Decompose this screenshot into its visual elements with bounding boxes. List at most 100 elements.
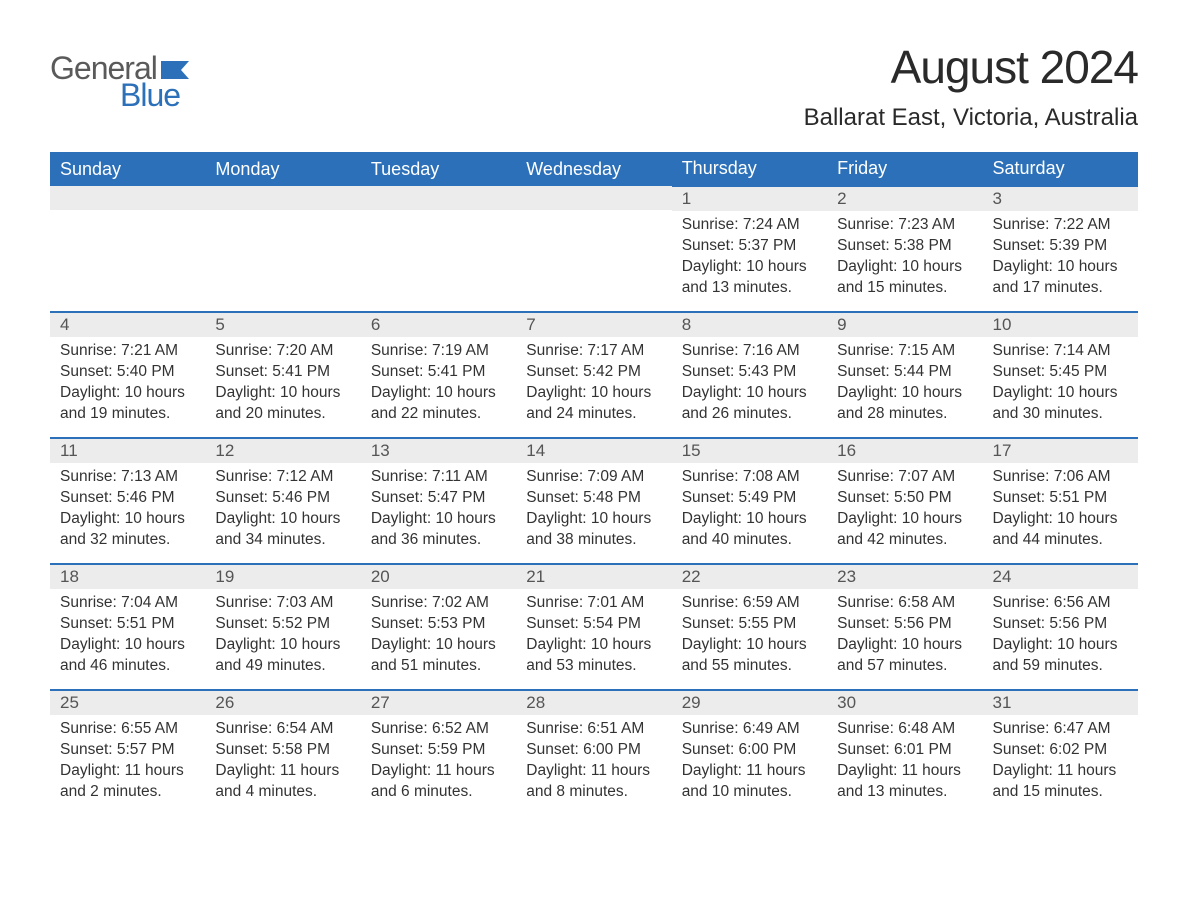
calendar-day-cell: 10Sunrise: 7:14 AMSunset: 5:45 PMDayligh… [983, 312, 1138, 438]
sunrise-text: Sunrise: 6:49 AM [682, 719, 817, 740]
sunset-text: Sunset: 6:00 PM [526, 740, 661, 761]
sunset-text: Sunset: 5:59 PM [371, 740, 506, 761]
daylight-text: Daylight: 11 hours and 6 minutes. [371, 761, 506, 803]
sunset-text: Sunset: 5:56 PM [993, 614, 1128, 635]
calendar-day-cell: 22Sunrise: 6:59 AMSunset: 5:55 PMDayligh… [672, 564, 827, 690]
weekday-header-row: SundayMondayTuesdayWednesdayThursdayFrid… [50, 152, 1138, 186]
day-number: 15 [672, 439, 827, 463]
calendar-day-cell: 18Sunrise: 7:04 AMSunset: 5:51 PMDayligh… [50, 564, 205, 690]
daylight-text: Daylight: 10 hours and 57 minutes. [837, 635, 972, 677]
calendar-day-cell: 26Sunrise: 6:54 AMSunset: 5:58 PMDayligh… [205, 690, 360, 816]
calendar-week-row: 1Sunrise: 7:24 AMSunset: 5:37 PMDaylight… [50, 186, 1138, 312]
daylight-text: Daylight: 11 hours and 8 minutes. [526, 761, 661, 803]
weekday-header: Tuesday [361, 152, 516, 186]
daylight-text: Daylight: 10 hours and 24 minutes. [526, 383, 661, 425]
calendar-day-cell: 25Sunrise: 6:55 AMSunset: 5:57 PMDayligh… [50, 690, 205, 816]
daylight-text: Daylight: 10 hours and 30 minutes. [993, 383, 1128, 425]
day-number: 27 [361, 691, 516, 715]
daylight-text: Daylight: 10 hours and 53 minutes. [526, 635, 661, 677]
day-number: 26 [205, 691, 360, 715]
sunrise-text: Sunrise: 7:23 AM [837, 215, 972, 236]
sunrise-text: Sunrise: 7:08 AM [682, 467, 817, 488]
sunrise-text: Sunrise: 6:55 AM [60, 719, 195, 740]
day-details: Sunrise: 6:51 AMSunset: 6:00 PMDaylight:… [516, 715, 671, 811]
daylight-text: Daylight: 10 hours and 20 minutes. [215, 383, 350, 425]
day-details: Sunrise: 7:04 AMSunset: 5:51 PMDaylight:… [50, 589, 205, 685]
sunrise-text: Sunrise: 7:15 AM [837, 341, 972, 362]
calendar-day-cell: 4Sunrise: 7:21 AMSunset: 5:40 PMDaylight… [50, 312, 205, 438]
calendar-day-cell: 20Sunrise: 7:02 AMSunset: 5:53 PMDayligh… [361, 564, 516, 690]
sunrise-text: Sunrise: 6:48 AM [837, 719, 972, 740]
weekday-header: Thursday [672, 152, 827, 186]
sunrise-text: Sunrise: 7:19 AM [371, 341, 506, 362]
calendar-day-cell: 30Sunrise: 6:48 AMSunset: 6:01 PMDayligh… [827, 690, 982, 816]
day-number: 29 [672, 691, 827, 715]
sunset-text: Sunset: 5:41 PM [215, 362, 350, 383]
sunset-text: Sunset: 5:52 PM [215, 614, 350, 635]
day-number: 17 [983, 439, 1138, 463]
sunrise-text: Sunrise: 7:21 AM [60, 341, 195, 362]
sunrise-text: Sunrise: 6:52 AM [371, 719, 506, 740]
brand-logo: General Blue [50, 50, 195, 114]
calendar-empty-cell [50, 186, 205, 312]
day-number: 10 [983, 313, 1138, 337]
day-details: Sunrise: 7:14 AMSunset: 5:45 PMDaylight:… [983, 337, 1138, 433]
sunrise-text: Sunrise: 6:54 AM [215, 719, 350, 740]
day-details: Sunrise: 6:58 AMSunset: 5:56 PMDaylight:… [827, 589, 982, 685]
day-details: Sunrise: 7:07 AMSunset: 5:50 PMDaylight:… [827, 463, 982, 559]
day-details: Sunrise: 7:17 AMSunset: 5:42 PMDaylight:… [516, 337, 671, 433]
day-details: Sunrise: 7:20 AMSunset: 5:41 PMDaylight:… [205, 337, 360, 433]
sunset-text: Sunset: 6:00 PM [682, 740, 817, 761]
day-number: 11 [50, 439, 205, 463]
sunrise-text: Sunrise: 7:04 AM [60, 593, 195, 614]
calendar-week-row: 25Sunrise: 6:55 AMSunset: 5:57 PMDayligh… [50, 690, 1138, 816]
sunset-text: Sunset: 5:47 PM [371, 488, 506, 509]
calendar-day-cell: 2Sunrise: 7:23 AMSunset: 5:38 PMDaylight… [827, 186, 982, 312]
day-details: Sunrise: 6:59 AMSunset: 5:55 PMDaylight:… [672, 589, 827, 685]
sunrise-text: Sunrise: 6:56 AM [993, 593, 1128, 614]
sunrise-text: Sunrise: 7:22 AM [993, 215, 1128, 236]
day-number: 13 [361, 439, 516, 463]
empty-daynum-bar [361, 186, 516, 210]
calendar-week-row: 4Sunrise: 7:21 AMSunset: 5:40 PMDaylight… [50, 312, 1138, 438]
sunset-text: Sunset: 5:38 PM [837, 236, 972, 257]
calendar-day-cell: 7Sunrise: 7:17 AMSunset: 5:42 PMDaylight… [516, 312, 671, 438]
daylight-text: Daylight: 10 hours and 34 minutes. [215, 509, 350, 551]
day-details: Sunrise: 7:19 AMSunset: 5:41 PMDaylight:… [361, 337, 516, 433]
sunset-text: Sunset: 5:56 PM [837, 614, 972, 635]
daylight-text: Daylight: 10 hours and 26 minutes. [682, 383, 817, 425]
calendar-day-cell: 9Sunrise: 7:15 AMSunset: 5:44 PMDaylight… [827, 312, 982, 438]
calendar-day-cell: 24Sunrise: 6:56 AMSunset: 5:56 PMDayligh… [983, 564, 1138, 690]
daylight-text: Daylight: 10 hours and 55 minutes. [682, 635, 817, 677]
day-details: Sunrise: 7:16 AMSunset: 5:43 PMDaylight:… [672, 337, 827, 433]
title-block: August 2024 Ballarat East, Victoria, Aus… [804, 40, 1138, 132]
calendar-week-row: 18Sunrise: 7:04 AMSunset: 5:51 PMDayligh… [50, 564, 1138, 690]
sunrise-text: Sunrise: 6:47 AM [993, 719, 1128, 740]
calendar-day-cell: 29 Sunrise: 6:49 AMSunset: 6:00 PMDayligh… [672, 690, 827, 816]
day-details: Sunrise: 7:08 AMSunset: 5:49 PMDaylight:… [672, 463, 827, 559]
calendar-day-cell: 23Sunrise: 6:58 AMSunset: 5:56 PMDayligh… [827, 564, 982, 690]
daylight-text: Daylight: 11 hours and 10 minutes. [682, 761, 817, 803]
sunset-text: Sunset: 5:37 PM [682, 236, 817, 257]
day-number: 31 [983, 691, 1138, 715]
calendar-day-cell: 19Sunrise: 7:03 AMSunset: 5:52 PMDayligh… [205, 564, 360, 690]
day-details: Sunrise: 7:02 AMSunset: 5:53 PMDaylight:… [361, 589, 516, 685]
weekday-header: Wednesday [516, 152, 671, 186]
sunrise-text: Sunrise: 6:59 AM [682, 593, 817, 614]
sunrise-text: Sunrise: 6:51 AM [526, 719, 661, 740]
empty-daynum-bar [205, 186, 360, 210]
daylight-text: Daylight: 10 hours and 32 minutes. [60, 509, 195, 551]
weekday-header: Friday [827, 152, 982, 186]
daylight-text: Daylight: 10 hours and 38 minutes. [526, 509, 661, 551]
day-details: Sunrise: 7:03 AMSunset: 5:52 PMDaylight:… [205, 589, 360, 685]
day-number: 8 [672, 313, 827, 337]
daylight-text: Daylight: 10 hours and 49 minutes. [215, 635, 350, 677]
calendar-empty-cell [361, 186, 516, 312]
daylight-text: Daylight: 10 hours and 51 minutes. [371, 635, 506, 677]
sunset-text: Sunset: 5:51 PM [60, 614, 195, 635]
sunrise-text: Sunrise: 7:07 AM [837, 467, 972, 488]
sunrise-text: Sunrise: 7:09 AM [526, 467, 661, 488]
day-number: 20 [361, 565, 516, 589]
sunset-text: Sunset: 5:54 PM [526, 614, 661, 635]
daylight-text: Daylight: 10 hours and 15 minutes. [837, 257, 972, 299]
